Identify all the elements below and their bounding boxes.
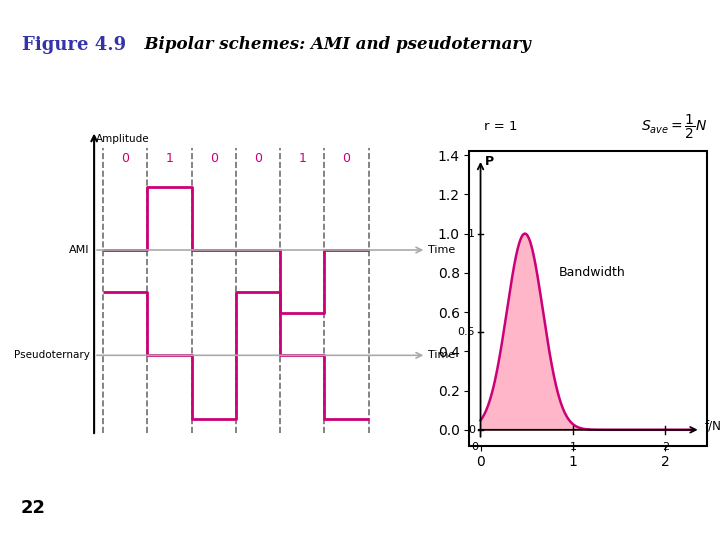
Text: $S_{ave} = \dfrac{1}{2}N$: $S_{ave} = \dfrac{1}{2}N$ (641, 113, 707, 141)
Text: Amplitude: Amplitude (96, 134, 150, 144)
Text: Pseudoternary: Pseudoternary (14, 350, 90, 360)
Text: 1: 1 (166, 152, 174, 165)
Text: AMI: AMI (69, 245, 90, 255)
Text: Time: Time (428, 350, 456, 360)
Text: 0: 0 (468, 425, 475, 435)
Text: Bipolar schemes: AMI and pseudoternary: Bipolar schemes: AMI and pseudoternary (133, 37, 531, 53)
Text: Figure 4.9: Figure 4.9 (22, 36, 126, 54)
Text: f/N: f/N (704, 420, 720, 433)
Text: 0: 0 (121, 152, 129, 165)
Text: 0: 0 (472, 442, 479, 451)
Text: Time: Time (428, 245, 456, 255)
Text: 0.5: 0.5 (457, 327, 475, 337)
Text: 1: 1 (298, 152, 306, 165)
Text: 0: 0 (254, 152, 262, 165)
Text: 0: 0 (210, 152, 217, 165)
Text: P: P (485, 155, 495, 168)
Text: Bandwidth: Bandwidth (559, 266, 626, 279)
Text: 2: 2 (662, 442, 669, 451)
Text: 0: 0 (343, 152, 351, 165)
Text: 1: 1 (570, 442, 577, 451)
Text: 22: 22 (20, 498, 45, 517)
Text: r = 1: r = 1 (484, 120, 517, 133)
Text: 1: 1 (468, 228, 475, 239)
